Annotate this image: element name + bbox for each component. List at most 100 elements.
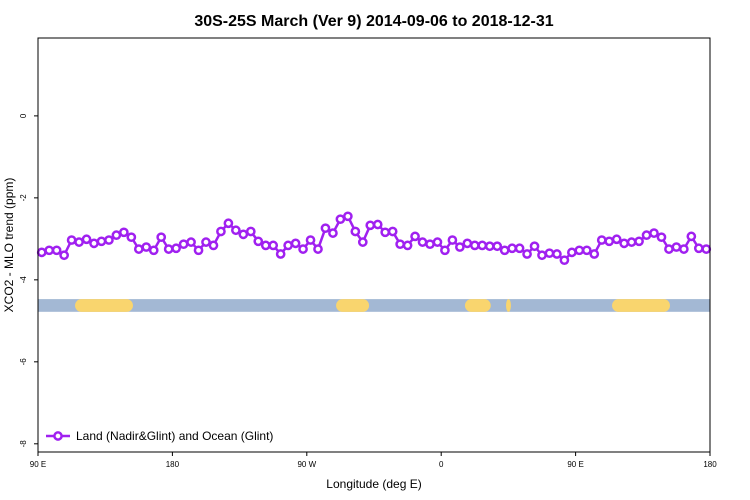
- point: [343, 211, 353, 222]
- x-tick-label: 0: [439, 460, 444, 469]
- point: [410, 231, 420, 242]
- point: [66, 235, 77, 245]
- point: [186, 237, 196, 247]
- point: [679, 244, 689, 254]
- point: [507, 243, 517, 254]
- point: [477, 240, 488, 251]
- point: [245, 226, 256, 237]
- point: [432, 237, 443, 247]
- land-band: [464, 299, 491, 312]
- point: [544, 248, 555, 259]
- land-band: [506, 299, 511, 312]
- point: [223, 218, 234, 229]
- point: [365, 220, 376, 231]
- point: [641, 230, 652, 241]
- point: [425, 239, 435, 250]
- point: [51, 245, 62, 256]
- point: [148, 245, 159, 256]
- y-tick-label: -8: [19, 440, 28, 448]
- point: [686, 231, 697, 242]
- point: [201, 237, 211, 247]
- point: [328, 228, 338, 238]
- point: [492, 241, 503, 252]
- x-tick-label: 180: [703, 460, 717, 469]
- point: [208, 240, 219, 251]
- point: [626, 237, 637, 247]
- ocean-strip: [38, 299, 710, 312]
- x-tick-label: 90 E: [567, 460, 583, 469]
- point: [484, 241, 495, 252]
- point: [380, 227, 391, 238]
- point: [313, 244, 323, 254]
- point: [126, 232, 137, 243]
- point: [611, 234, 622, 245]
- point: [499, 245, 510, 256]
- point: [596, 235, 607, 245]
- point: [649, 228, 659, 238]
- point: [440, 245, 450, 256]
- point: [268, 240, 279, 251]
- point: [402, 240, 413, 251]
- point: [74, 237, 84, 247]
- point: [552, 249, 562, 259]
- x-tick-label: 180: [166, 460, 180, 469]
- legend-marker: [53, 431, 63, 441]
- point: [574, 245, 585, 256]
- point: [133, 244, 144, 254]
- point: [36, 247, 47, 258]
- y-tick-label: -2: [19, 194, 28, 202]
- point: [231, 225, 241, 236]
- point: [529, 241, 540, 252]
- point: [567, 247, 577, 258]
- point: [104, 235, 114, 245]
- plot-frame: [37, 37, 711, 453]
- x-tick-label: 90 W: [297, 460, 316, 469]
- point: [335, 214, 346, 225]
- chart-title: 30S-25S March (Ver 9) 2014-09-06 to 2018…: [194, 13, 553, 30]
- point: [537, 250, 547, 261]
- point: [111, 230, 122, 241]
- point: [671, 242, 682, 252]
- point: [238, 229, 249, 240]
- point: [455, 242, 465, 252]
- y-tick-label: 0: [19, 113, 28, 118]
- point: [216, 226, 226, 237]
- point: [387, 226, 398, 237]
- land-band: [336, 299, 370, 312]
- point: [81, 234, 92, 245]
- x-tick-label: 90 E: [30, 460, 46, 469]
- point: [290, 238, 301, 249]
- point: [89, 238, 99, 249]
- y-tick-label: -4: [19, 276, 28, 284]
- point: [96, 236, 107, 247]
- point: [156, 232, 167, 243]
- land-band: [75, 299, 133, 312]
- point: [253, 236, 264, 247]
- legend-label: Land (Nadir&Glint) and Ocean (Glint): [76, 429, 273, 443]
- point: [193, 245, 204, 256]
- y-axis-label: XCO2 - MLO trend (ppm): [2, 178, 16, 313]
- point: [141, 242, 152, 252]
- point: [634, 236, 644, 247]
- y-tick-label: -6: [19, 358, 28, 366]
- point: [119, 227, 129, 238]
- point: [320, 223, 331, 234]
- point: [619, 238, 629, 249]
- point: [395, 239, 405, 250]
- point: [604, 236, 615, 247]
- point: [163, 244, 174, 254]
- land-band: [612, 299, 670, 312]
- point: [522, 249, 532, 259]
- point: [171, 243, 181, 254]
- point: [693, 243, 704, 254]
- point: [178, 239, 189, 250]
- point: [514, 243, 525, 254]
- point: [283, 240, 293, 251]
- point: [298, 244, 308, 254]
- point: [44, 245, 55, 256]
- point: [462, 238, 473, 249]
- point: [656, 232, 667, 243]
- point: [357, 237, 368, 247]
- point: [417, 237, 428, 247]
- point: [275, 249, 286, 259]
